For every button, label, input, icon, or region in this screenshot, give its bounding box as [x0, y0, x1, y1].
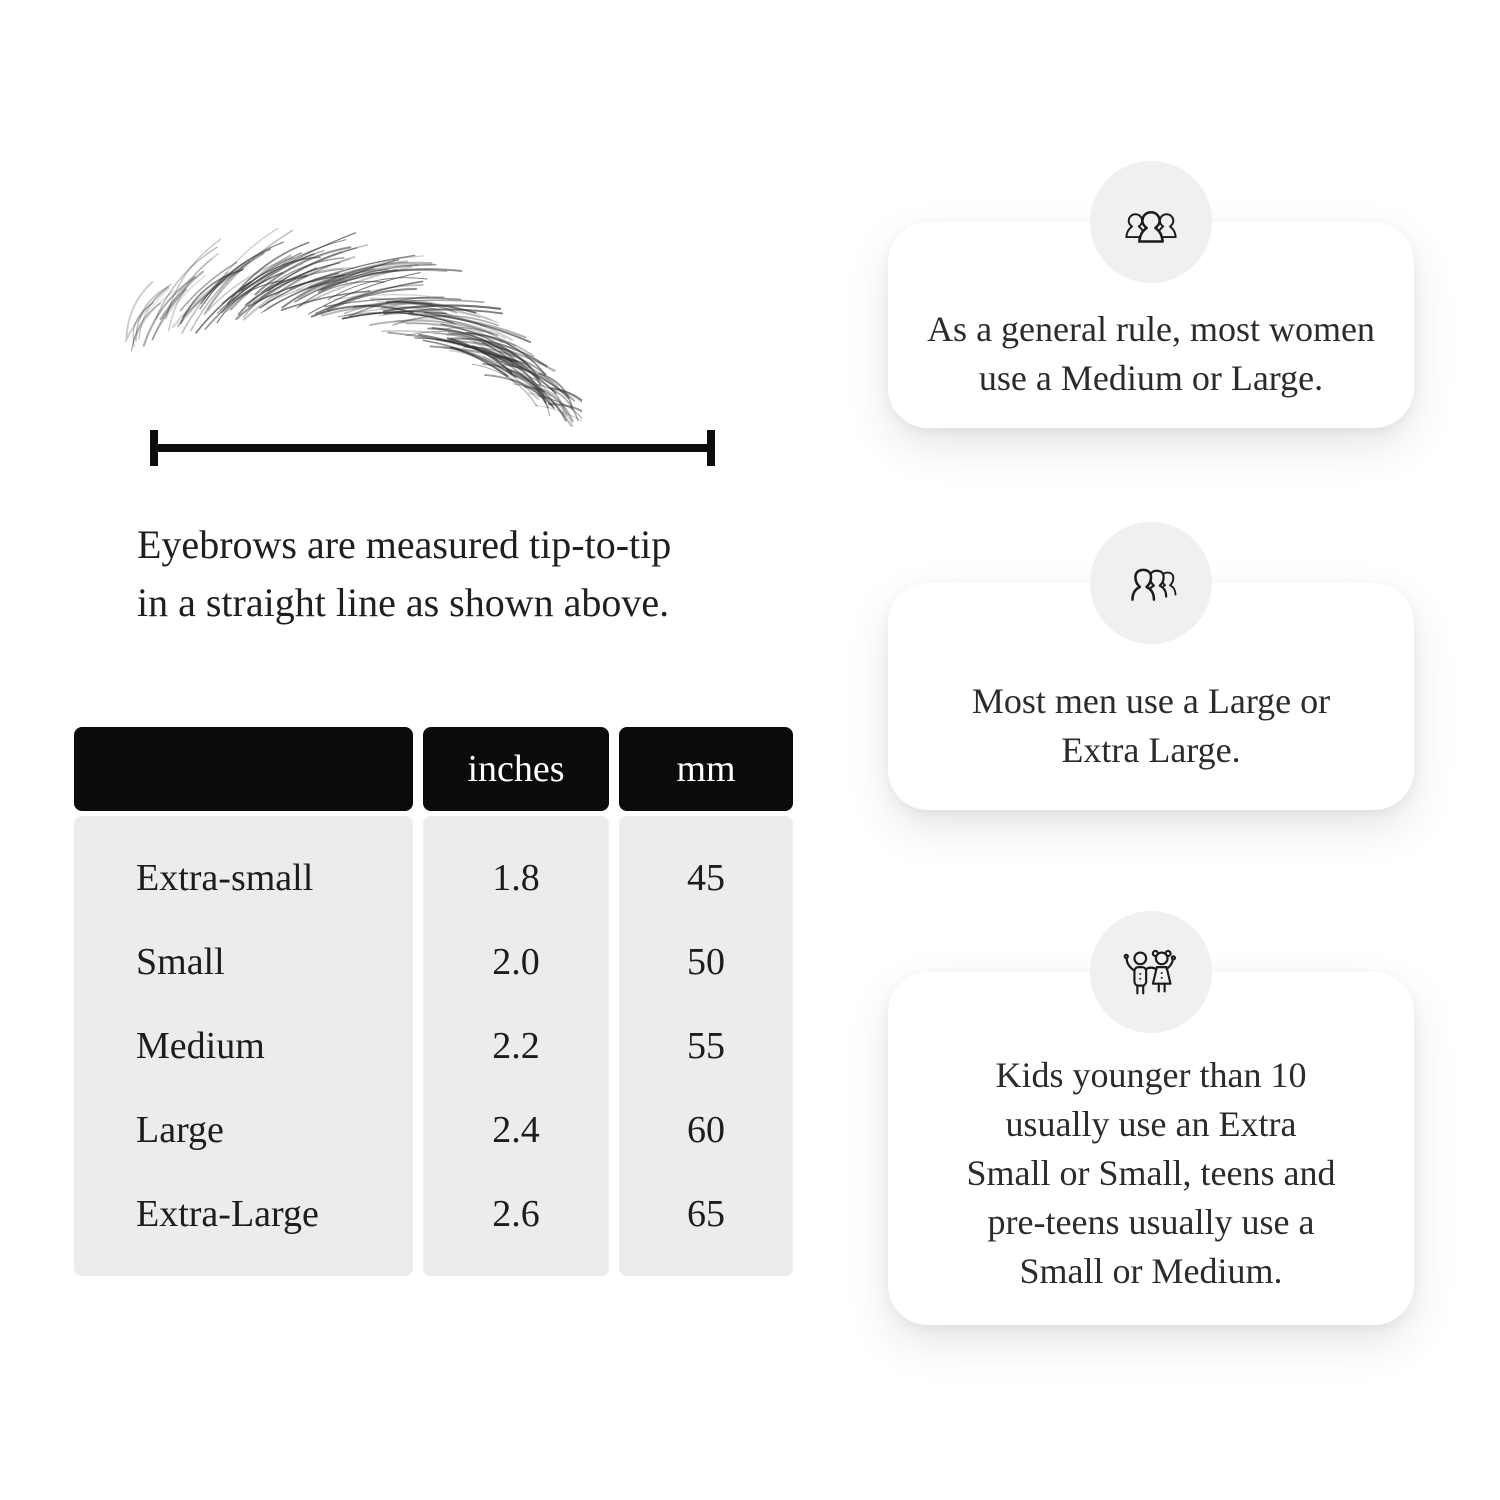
inches-value: 1.8	[492, 857, 540, 899]
mm-value: 65	[687, 1193, 725, 1235]
size-table: inches mm Extra-small Small Medium Large…	[74, 727, 793, 1276]
size-label: Extra-small	[136, 857, 314, 899]
size-label: Medium	[136, 1025, 265, 1067]
men-icon-badge	[1090, 522, 1212, 644]
column-inches-values: 1.8 2.0 2.2 2.4 2.6	[423, 816, 609, 1276]
info-card-women: As a general rule, most women use a Medi…	[888, 161, 1414, 428]
mm-value: 45	[687, 857, 725, 899]
card-text-men: Most men use a Large or Extra Large.	[971, 680, 1331, 770]
size-table-body: Extra-small Small Medium Large Extra-Lar…	[74, 816, 793, 1276]
info-card-men: Most men use a Large or Extra Large.	[888, 522, 1414, 810]
size-label: Extra-Large	[136, 1193, 319, 1235]
kids-icon-badge	[1090, 911, 1212, 1033]
inches-value: 2.0	[492, 941, 540, 983]
column-size-labels: Extra-small Small Medium Large Extra-Lar…	[74, 816, 413, 1276]
header-cell-mm: mm	[619, 727, 793, 811]
card-text-women: As a general rule, most women use a Medi…	[927, 309, 1375, 398]
header-cell-size	[74, 727, 413, 811]
mm-value: 60	[687, 1109, 725, 1151]
women-icon-badge	[1090, 161, 1212, 283]
card-text-kids: Kids younger than 10 usually use an Extr…	[966, 1055, 1336, 1291]
eyebrow-illustration	[112, 226, 601, 428]
mm-value: 50	[687, 941, 725, 983]
inches-value: 2.6	[492, 1193, 540, 1235]
measure-tick-right	[707, 430, 715, 466]
inches-value: 2.4	[492, 1109, 540, 1151]
measurement-caption: Eyebrows are measured tip-to-tip in a st…	[137, 522, 672, 625]
kids-icon	[1123, 949, 1177, 995]
size-table-header: inches mm	[74, 727, 793, 811]
men-group-icon	[1131, 568, 1177, 601]
size-label: Large	[136, 1109, 224, 1151]
inches-value: 2.2	[492, 1025, 540, 1067]
measure-bar	[150, 444, 715, 452]
eyebrow-sketch-svg	[124, 226, 601, 428]
women-group-icon	[1125, 211, 1177, 243]
mm-value: 55	[687, 1025, 725, 1067]
measurement-line	[150, 430, 715, 466]
info-card-kids: Kids younger than 10 usually use an Extr…	[888, 911, 1414, 1325]
column-mm-values: 45 50 55 60 65	[619, 816, 793, 1276]
size-label: Small	[136, 941, 225, 983]
header-cell-inches: inches	[423, 727, 609, 811]
